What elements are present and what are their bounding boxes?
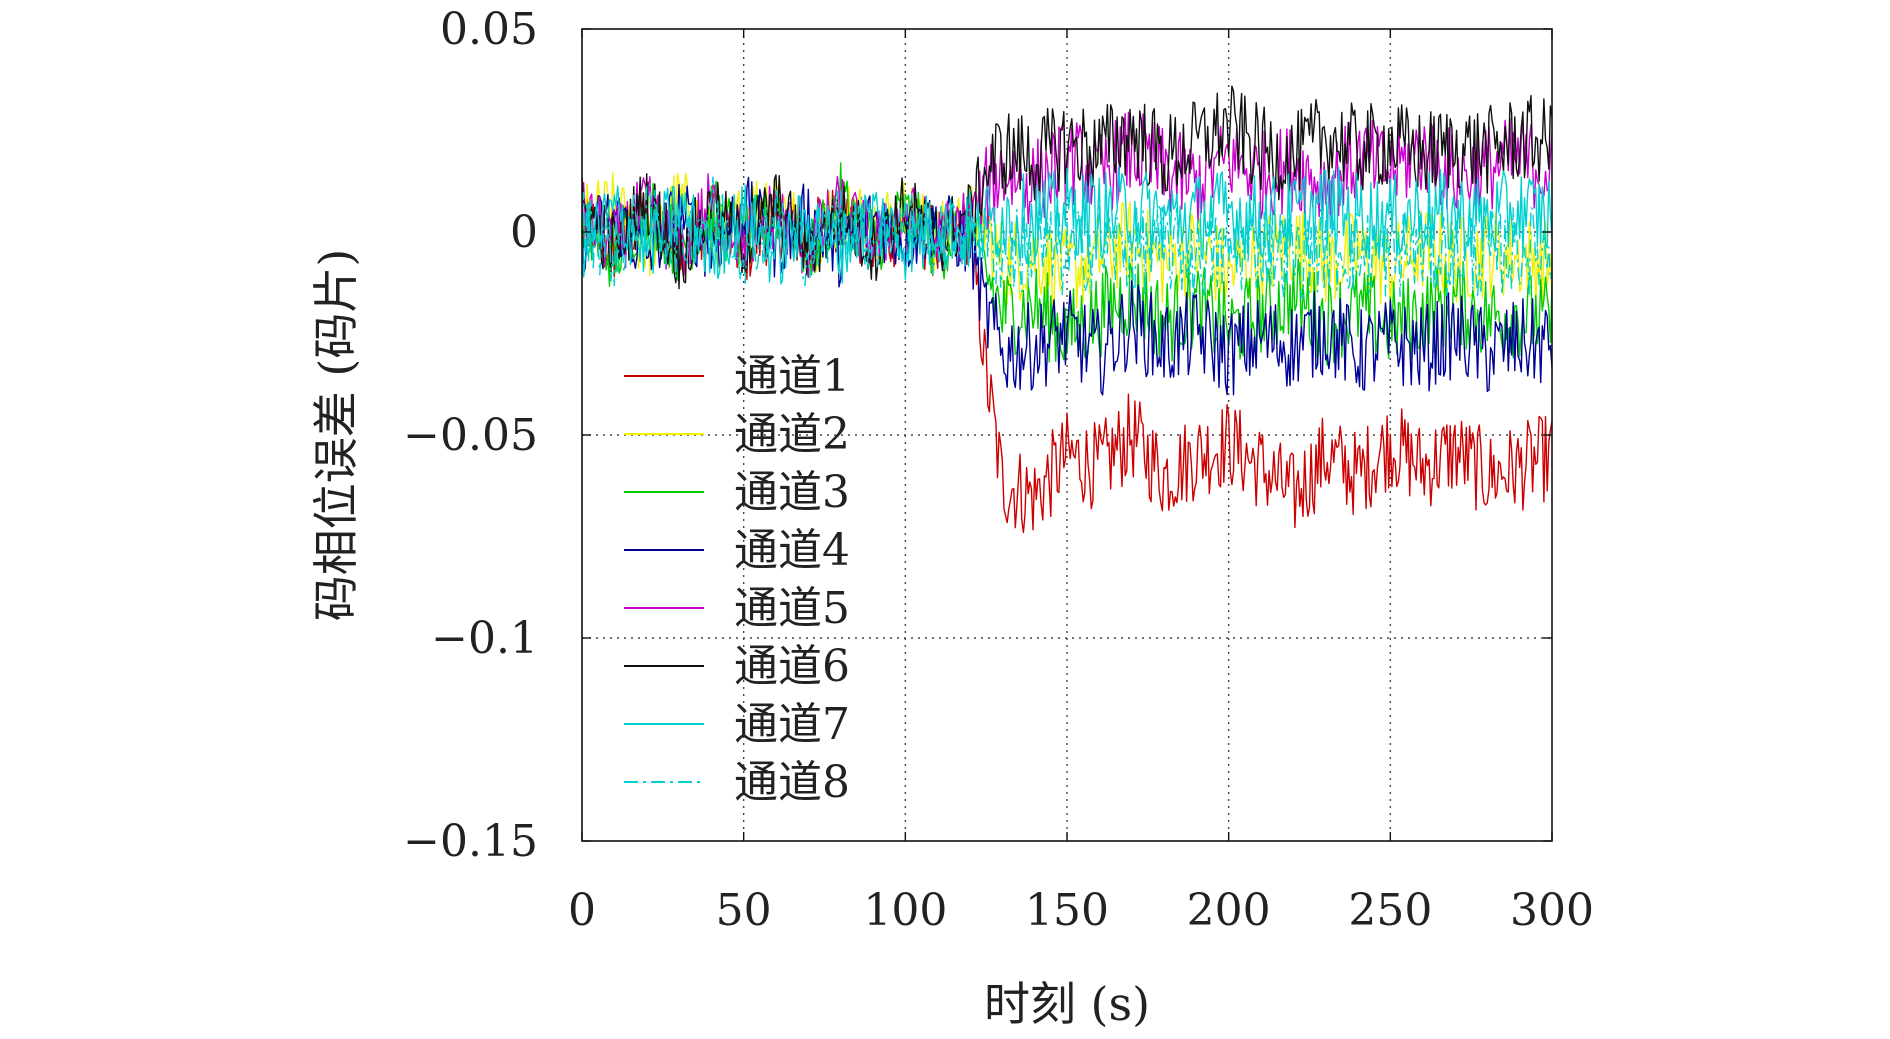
series-line-3 (581, 162, 1553, 366)
legend-label-1: 通道1 (734, 351, 850, 402)
y-tick-label: −0.1 (431, 613, 538, 664)
legend-label-7: 通道7 (734, 699, 850, 750)
legend: 通道1 通道2 通道3 通道4 通道5 通道6 通道7 通道8 (624, 351, 850, 808)
legend-label-6: 通道6 (734, 641, 850, 692)
x-tick-label: 50 (716, 885, 772, 936)
legend-label-3: 通道3 (734, 467, 850, 518)
y-tick-label: 0 (510, 207, 538, 258)
x-tick-label: 100 (863, 885, 947, 936)
tick-layer: 0 50 100 150 200 250 300 0.05 0 −0.05 −0.1 −0.15 (403, 4, 1594, 936)
legend-label-8: 通道8 (734, 757, 850, 808)
x-tick-label: 300 (1510, 885, 1594, 936)
x-tick-label: 0 (568, 885, 596, 936)
y-tick-label: −0.05 (403, 410, 538, 461)
legend-label-2: 通道2 (734, 409, 850, 460)
series-line-6 (581, 85, 1553, 290)
y-axis-title: 码相位误差 (码片) (309, 249, 363, 622)
x-tick-label: 200 (1187, 885, 1271, 936)
legend-label-4: 通道4 (734, 525, 850, 576)
series-layer (581, 85, 1553, 534)
x-axis-title: 时刻 (s) (984, 977, 1150, 1031)
series-line-7 (581, 166, 1553, 285)
series-line-8 (581, 176, 1553, 299)
y-tick-label: 0.05 (440, 4, 538, 55)
y-tick-label: −0.15 (403, 816, 538, 867)
x-tick-label: 150 (1025, 885, 1109, 936)
x-tick-label: 250 (1348, 885, 1432, 936)
legend-label-5: 通道5 (734, 583, 850, 634)
